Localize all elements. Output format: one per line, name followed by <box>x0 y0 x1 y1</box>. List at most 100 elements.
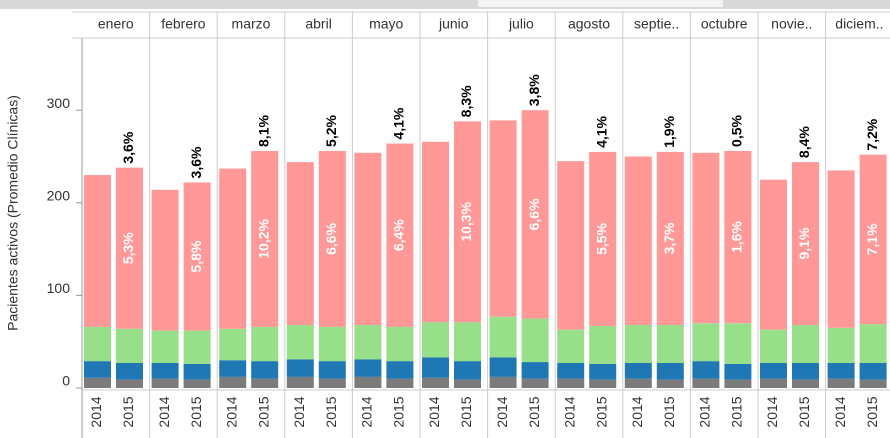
year-label: 2014 <box>764 396 780 427</box>
total-growth-label: 0,5% <box>729 115 745 147</box>
bar-segment <box>251 150 279 327</box>
bar-segment <box>84 361 111 378</box>
bar-segment <box>318 378 346 388</box>
bar-segment <box>116 379 143 388</box>
segment-growth-label: 6,6% <box>526 198 542 230</box>
bar-segment <box>521 378 549 388</box>
year-label: 2014 <box>223 396 239 427</box>
month-label: diciem.. <box>835 16 883 32</box>
bar-segment <box>386 378 414 388</box>
year-label: 2015 <box>458 396 474 427</box>
year-label: 2015 <box>661 396 677 427</box>
bar-segment <box>454 121 481 323</box>
bar-segment <box>692 361 720 379</box>
bar-segment <box>792 363 819 380</box>
y-tick-label: 300 <box>47 95 71 111</box>
bar-segment <box>724 150 752 324</box>
bar-segment <box>624 378 652 388</box>
bar-segment <box>859 154 887 325</box>
month-label: mayo <box>369 16 403 32</box>
bar-segment <box>386 361 414 379</box>
y-tick-label: 200 <box>47 188 71 204</box>
y-tick-label: 100 <box>47 280 71 296</box>
segment-growth-label: 3,7% <box>661 222 677 254</box>
month-label: octubre <box>701 16 748 32</box>
segment-growth-label: 5,8% <box>188 240 204 272</box>
year-label: 2014 <box>494 396 510 427</box>
month-label: novie.. <box>771 16 812 32</box>
year-label: 2015 <box>593 396 609 427</box>
segment-growth-label: 9,1% <box>796 227 812 259</box>
bar-segment <box>521 318 549 363</box>
bar-segment <box>692 152 720 324</box>
month-label: enero <box>98 16 134 32</box>
total-growth-label: 8,4% <box>796 126 812 158</box>
bar-segment <box>521 110 549 319</box>
bar-segment <box>318 326 346 362</box>
year-label: 2014 <box>426 396 442 427</box>
bar-segment <box>589 363 617 380</box>
bar-segment <box>386 326 414 362</box>
bar-segment <box>286 162 314 326</box>
bar-segment <box>318 361 346 379</box>
bar-segment <box>656 379 684 388</box>
bar-segment <box>251 326 279 362</box>
bar-segment <box>354 152 382 326</box>
total-growth-label: 7,2% <box>864 118 880 150</box>
bar-segment <box>760 329 787 363</box>
month-label: abril <box>305 16 331 32</box>
segment-growth-label: 6,4% <box>391 219 407 251</box>
month-label: agosto <box>568 16 610 32</box>
bar-segment <box>183 330 211 364</box>
bar-segment <box>489 316 517 358</box>
total-growth-label: 4,1% <box>391 107 407 139</box>
bar-segment <box>489 357 517 377</box>
bar-segment <box>251 361 279 379</box>
bar-segment <box>84 326 111 362</box>
bar-segment <box>557 329 585 363</box>
total-growth-label: 3,6% <box>188 146 204 178</box>
bar-segment <box>827 378 855 388</box>
year-label: 2015 <box>864 396 880 427</box>
bar-segment <box>183 379 211 388</box>
bar-segment <box>589 379 617 388</box>
bar-segment <box>286 325 314 360</box>
bar-segment <box>454 322 481 362</box>
bar-segment <box>827 327 855 363</box>
bar-segment <box>656 325 684 363</box>
total-growth-label: 3,6% <box>120 131 136 163</box>
bar-segment <box>489 120 517 317</box>
year-label: 2015 <box>188 396 204 427</box>
year-label: 2014 <box>291 396 307 427</box>
month-label: septie.. <box>634 16 679 32</box>
segment-growth-label: 5,3% <box>120 232 136 264</box>
segment-growth-label: 5,5% <box>593 222 609 254</box>
year-label: 2014 <box>359 396 375 427</box>
bar-segment <box>116 363 143 380</box>
bar-segment <box>656 151 684 326</box>
bar-segment <box>286 359 314 377</box>
year-label: 2014 <box>832 396 848 427</box>
bar-segment <box>454 379 481 388</box>
bar-segment <box>354 359 382 377</box>
bar-segment <box>521 362 549 379</box>
bar-segment <box>557 378 585 388</box>
bar-segment <box>724 379 752 388</box>
bar-segment <box>354 325 382 360</box>
bar-segment <box>116 167 143 329</box>
bar-segment <box>827 363 855 379</box>
top-box <box>478 0 723 7</box>
bar-segment <box>354 376 382 388</box>
bar-segment <box>151 363 179 379</box>
bar-segment <box>859 379 887 388</box>
bar-segment <box>760 378 787 388</box>
bar-segment <box>422 377 449 388</box>
month-label: marzo <box>232 16 271 32</box>
segment-growth-label: 10,3% <box>458 201 474 241</box>
total-growth-label: 8,3% <box>458 85 474 117</box>
total-growth-label: 1,9% <box>661 115 677 147</box>
y-axis-label: Pacientes activos (Promedio Clínicas) <box>5 95 21 331</box>
bar-segment <box>692 378 720 388</box>
bar-segment <box>183 363 211 380</box>
